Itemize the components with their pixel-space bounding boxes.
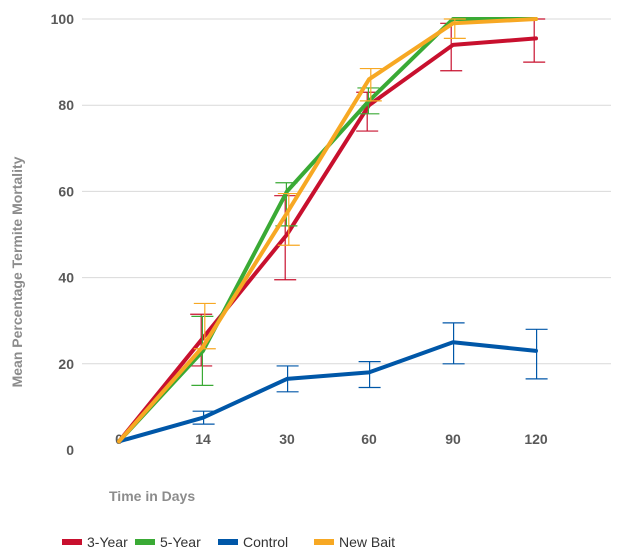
- legend-label: 5-Year: [160, 534, 201, 550]
- x-tick-label: 120: [524, 431, 548, 447]
- series-layer: [117, 17, 548, 444]
- series-line: [117, 340, 538, 444]
- series-new-bait: [117, 17, 538, 444]
- y-tick-label: 40: [58, 270, 74, 286]
- series-line: [117, 17, 538, 444]
- y-axis-ticks: 0 20 40 60 80 100: [51, 11, 75, 458]
- y-tick-label: 100: [51, 11, 75, 27]
- y-tick-label: 60: [58, 183, 74, 199]
- y-tick-label: 0: [66, 442, 74, 458]
- series-5-year: [117, 17, 538, 444]
- series-line: [117, 36, 538, 444]
- y-tick-label: 20: [58, 356, 74, 372]
- legend-label: 3-Year: [87, 534, 128, 550]
- gridlines: [82, 18, 611, 365]
- legend: 3-Year 5-Year Control New Bait: [62, 534, 395, 550]
- series-line: [117, 17, 538, 444]
- legend-swatch: [62, 539, 82, 545]
- series-control: [117, 322, 548, 444]
- x-tick-label: 90: [445, 431, 461, 447]
- x-tick-label: 30: [279, 431, 295, 447]
- y-tick-label: 80: [58, 97, 74, 113]
- legend-swatch: [218, 539, 238, 545]
- x-tick-label: 60: [361, 431, 377, 447]
- legend-swatch: [135, 539, 155, 545]
- x-axis-title: Time in Days: [109, 488, 195, 504]
- x-axis-ticks: 0 14 30 60 90 120: [115, 431, 548, 447]
- y-axis-title: Mean Percentage Termite Mortality: [9, 156, 25, 387]
- legend-swatch: [314, 539, 334, 545]
- legend-label: New Bait: [339, 534, 395, 550]
- legend-label: Control: [243, 534, 288, 550]
- series-3-year: [117, 18, 546, 444]
- x-tick-label: 14: [195, 431, 211, 447]
